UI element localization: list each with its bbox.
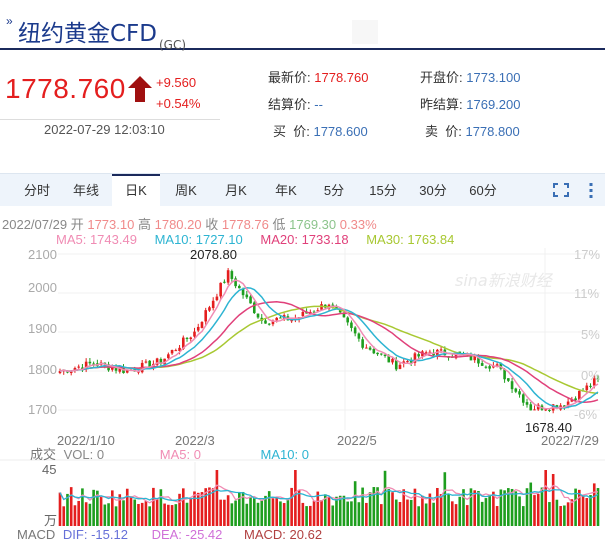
- pct-tick: 17%: [574, 247, 601, 262]
- title-bar: » 纽约黄金CFD (GC): [0, 0, 605, 52]
- tab-intraday[interactable]: 分时: [23, 183, 50, 198]
- quote-settle: 结算价: --: [268, 97, 323, 112]
- y-tick: 1700: [28, 402, 57, 417]
- svg-text:sina新浪财经: sina新浪财经: [455, 271, 554, 290]
- pct-tick: 11%: [574, 286, 600, 301]
- tab-30min[interactable]: 30分: [419, 183, 447, 198]
- ma10-legend: MA10: 1727.10: [154, 232, 243, 247]
- instrument-code: (GC): [159, 38, 187, 52]
- quote-bid: 买 价: 1778.600: [273, 124, 368, 139]
- vol-max: 45: [42, 462, 57, 477]
- tab-weekly-k[interactable]: 周K: [175, 183, 197, 198]
- ma30-legend: MA30: 1763.84: [366, 232, 455, 247]
- x-tick: 2022/5: [337, 433, 377, 448]
- tab-5min[interactable]: 5分: [323, 183, 345, 198]
- high-annotation: 2078.80: [190, 247, 237, 262]
- y-tick: 2100: [28, 247, 57, 262]
- instrument-title: 纽约黄金CFD (GC): [18, 14, 186, 52]
- last-price: 1778.760: [5, 73, 126, 104]
- y-tick: 1800: [28, 362, 57, 377]
- ma20-legend: MA20: 1733.18: [260, 232, 349, 247]
- ma-legend: MA5: 1743.49 MA10: 1727.10 MA20: 1733.18…: [56, 232, 468, 247]
- ohlc-readout: 2022/07/29 开 1773.10 高 1780.20 收 1778.76…: [2, 217, 377, 232]
- quote-ask: 卖 价: 1778.800: [425, 124, 520, 139]
- tab-yearline[interactable]: 年线: [72, 183, 99, 198]
- low-annotation: 1678.40: [525, 420, 572, 435]
- divider: [0, 119, 220, 120]
- y-tick: 1900: [28, 321, 57, 336]
- ma5-legend: MA5: 1743.49: [56, 232, 137, 247]
- placeholder-box: [352, 20, 378, 44]
- quote-prev-settle: 昨结算: 1769.200: [420, 97, 521, 112]
- volume-legend: 成交 VOL: 0 MA5: 0 MA10: 0: [30, 447, 309, 462]
- price-change: +9.560 +0.54%: [156, 72, 200, 114]
- tab-yearly-k[interactable]: 年K: [275, 183, 297, 198]
- more-vertical-icon[interactable]: [589, 182, 593, 198]
- tab-60min[interactable]: 60分: [469, 183, 497, 198]
- change-value: +9.560: [156, 75, 197, 90]
- period-tabs: 分时 年线 日K 周K 月K 年K 5分 15分 30分 60分: [0, 173, 605, 207]
- y-tick: 2000: [28, 280, 57, 295]
- fullscreen-icon[interactable]: [553, 183, 569, 197]
- vol-unit: 万: [44, 513, 58, 528]
- x-tick: 2022/1/10: [57, 433, 115, 448]
- up-arrow-icon: [128, 76, 152, 102]
- tab-15min[interactable]: 15分: [369, 183, 397, 198]
- double-chevron-icon: »: [6, 14, 13, 28]
- pct-tick: 0%: [581, 368, 600, 383]
- quote-open: 开盘价: 1773.100: [420, 70, 521, 85]
- pct-tick: 5%: [581, 327, 600, 342]
- x-tick: 2022/7/29: [541, 433, 599, 448]
- pct-tick: -6%: [574, 407, 598, 422]
- quote-time: 2022-07-29 12:03:10: [44, 122, 165, 137]
- tab-monthly-k[interactable]: 月K: [225, 183, 247, 198]
- quote-latest: 最新价: 1778.760: [268, 70, 369, 85]
- tab-daily-k[interactable]: 日K: [112, 174, 160, 207]
- change-percent: +0.54%: [156, 96, 201, 111]
- macd-legend: MACD DIF: -15.12 DEA: -25.42 MACD: 20.62: [17, 527, 323, 542]
- x-tick: 2022/3: [175, 433, 215, 448]
- instrument-name: 纽约黄金CFD: [18, 21, 157, 47]
